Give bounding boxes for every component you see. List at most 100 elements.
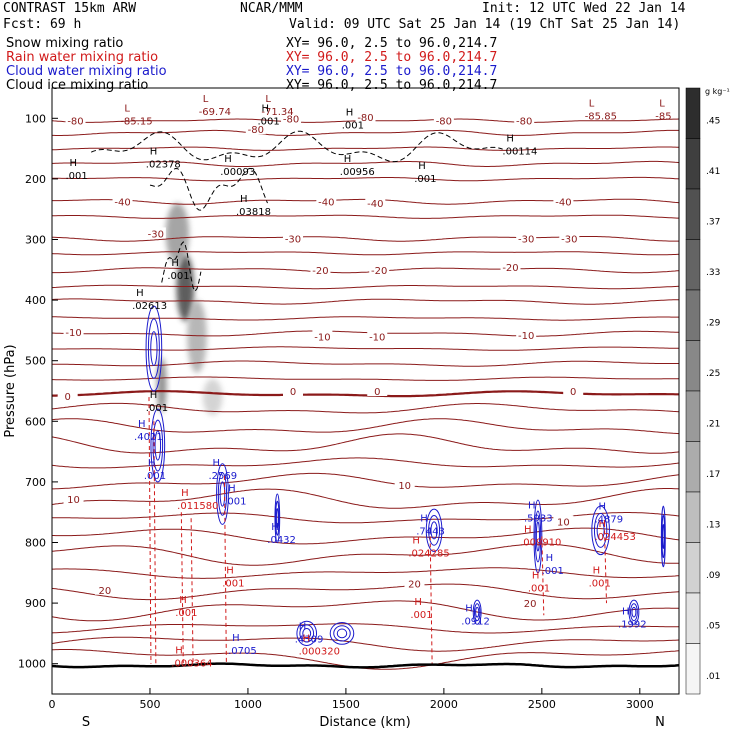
max-marker-31: H: [532, 571, 540, 582]
max-label-32: .001: [589, 579, 611, 590]
x-axis-title: Distance (km): [319, 715, 410, 730]
max-label-35: .0912: [461, 616, 490, 627]
y-tick-label-9: 1000: [18, 658, 46, 671]
colorbar-unit: g kg⁻¹: [705, 87, 730, 96]
max-label-14: .001: [167, 271, 189, 282]
isotherm-22: [52, 472, 679, 490]
max-marker-32: H: [593, 566, 601, 577]
max-label-5: .001: [257, 116, 279, 127]
temp-label-bg-14: [310, 263, 331, 275]
temp-label-15: -20: [371, 266, 387, 277]
isotherm-8: [52, 251, 679, 256]
cloud-water-contour-1-2: [154, 430, 162, 461]
max-label-21: .011580: [177, 501, 218, 512]
max-label-30: .001: [222, 579, 244, 590]
temp-label-16: -20: [502, 263, 518, 274]
axes: 0 500 1000 1500 2000 2500 30001002003004005006…: [18, 112, 654, 711]
max-label-2: -85.15: [120, 116, 152, 127]
max-marker-7: H: [506, 134, 514, 145]
max-marker-36: H: [622, 606, 630, 617]
max-label-37: .0705: [228, 646, 257, 657]
rain-contour-7: [604, 530, 608, 604]
temp-label-bg-26: [394, 478, 415, 490]
colorbar-label-7: .17: [706, 470, 720, 480]
temp-label-7: -40: [318, 197, 334, 208]
max-label-22: .0432: [267, 535, 296, 546]
cloud-water-contour-4-1: [428, 515, 441, 546]
max-marker-37: H: [232, 633, 240, 644]
field-label-rain: Rain water mixing ratio: [6, 50, 159, 65]
cloud-water-contour-11-1: [661, 514, 666, 559]
temp-label-14: -20: [312, 266, 328, 277]
max-marker-34: H: [414, 597, 422, 608]
max-label-39: .000320: [299, 647, 340, 658]
colorbar-cell-11: [685, 643, 701, 695]
forecast-hour: Fcst: 69 h: [3, 17, 82, 32]
max-marker-8: H: [150, 146, 158, 157]
max-marker-15: H: [136, 288, 144, 299]
max-marker-12: H: [418, 161, 426, 172]
y-tick-label-7: 800: [25, 537, 46, 550]
temp-label-bg-9: [553, 195, 574, 207]
temp-label-bg-4: [433, 114, 454, 126]
temp-label-bg-3: [355, 111, 376, 123]
max-marker-3: L: [589, 98, 595, 109]
snow-shading: [156, 203, 223, 416]
isotherm-27: [52, 567, 679, 579]
y-tick-label-6: 700: [25, 476, 46, 489]
cloud-water-contour-2-2: [219, 481, 226, 507]
xsec-coords-snow: XY= 96.0, 2.5 to 96.0,214.7: [286, 36, 498, 51]
temp-label-bg-7: [316, 195, 337, 207]
y-tick-label-0: 100: [25, 112, 46, 125]
isotherm-6: [52, 214, 679, 219]
cloud-water-contour-8-1: [593, 512, 608, 548]
isotherm-21: [52, 457, 679, 469]
colorbar-label-9: .09: [706, 571, 721, 581]
max-marker-35: H: [465, 603, 473, 614]
isotherm-3: [52, 160, 679, 167]
temp-label-bg-19: [367, 330, 388, 342]
temp-label-22: 0: [290, 387, 296, 398]
max-marker-4: L: [659, 98, 665, 109]
cloud-water-contour-1-0: [150, 408, 166, 483]
cloud-water-contour-4-2: [430, 521, 438, 540]
temp-label-2: -80: [283, 114, 299, 125]
y-tick-label-2: 300: [25, 234, 46, 247]
colorbar-cell-4: [685, 289, 701, 341]
max-marker-13: H: [240, 194, 248, 205]
max-label-15: .02613: [132, 301, 167, 312]
snow-blob-4: [202, 378, 223, 416]
max-marker-6: H: [346, 108, 354, 119]
max-marker-39: H: [303, 634, 311, 645]
max-label-1: -71.34: [261, 107, 293, 118]
cloud-water-contour-5-2: [302, 628, 312, 639]
rain-contours: [148, 397, 608, 664]
max-label-31: .001: [528, 584, 550, 595]
cloud-ice-contour-1: [149, 167, 268, 211]
cloud-water-contour-5-1: [299, 624, 315, 643]
temp-label-24: 0: [570, 387, 576, 398]
max-label-38: .4309: [295, 634, 324, 645]
isotherm-25: [52, 527, 679, 545]
rain-contour-6: [541, 536, 545, 616]
cloud-water-contour-7-1: [534, 510, 542, 563]
temp-label-4: -80: [436, 117, 452, 128]
xsec-coords-cloud-water: XY= 96.0, 2.5 to 96.0,214.7: [286, 64, 498, 79]
max-label-19: .2569: [209, 471, 238, 482]
temp-label-6: -40: [114, 197, 130, 208]
temp-label-bg-8: [365, 197, 386, 209]
max-label-11: .001: [65, 171, 87, 182]
colorbar-label-8: .13: [706, 520, 720, 530]
cloud-water-contour-5-0: [296, 620, 318, 647]
cloud-water-contour-6-0: [329, 621, 355, 645]
isotherm-20: [52, 433, 679, 454]
x-tick-label-3: 1500: [332, 698, 360, 711]
max-marker-33: H: [179, 595, 187, 606]
isotherm-28: [52, 583, 679, 601]
cloud-water-contours: [145, 305, 666, 647]
temp-label-21: 0: [64, 392, 70, 403]
colorbar-cell-8: [685, 491, 701, 543]
x-tick-label-5: 2500: [528, 698, 556, 711]
max-marker-0: L: [203, 94, 209, 105]
